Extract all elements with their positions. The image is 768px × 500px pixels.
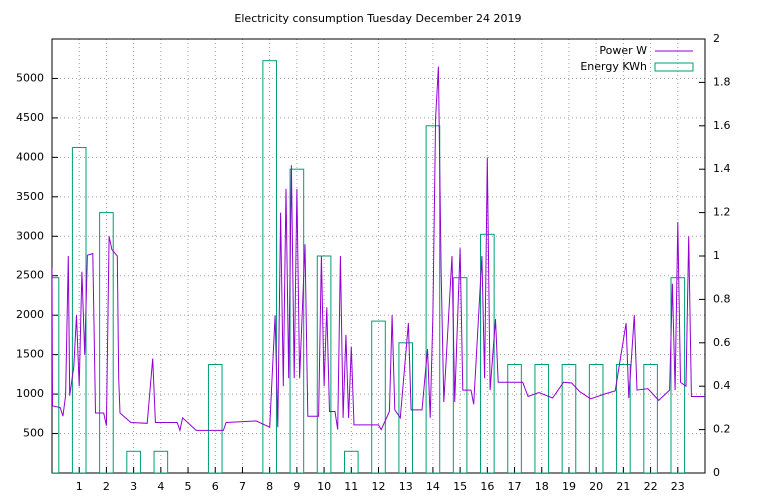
y-tick-label: 5000 [16, 71, 44, 84]
x-tick-label: 15 [453, 480, 467, 493]
x-tick-label: 17 [508, 480, 522, 493]
chart-title: Electricity consumption Tuesday December… [234, 12, 521, 25]
energy-box [99, 212, 114, 473]
energy-box [588, 364, 604, 473]
plot-area [52, 60, 705, 473]
energy-box [398, 342, 414, 473]
y2-tick-label: 1 [713, 249, 720, 262]
y2-tick-label: 0 [713, 466, 720, 479]
y2-tick-label: 1.6 [713, 119, 731, 132]
y-tick-label: 500 [23, 427, 44, 440]
x-tick-label: 6 [212, 480, 219, 493]
x-tick-label: 8 [266, 480, 273, 493]
y2-tick-label: 2 [713, 32, 720, 45]
energy-box [316, 255, 332, 473]
y2-tick-label: 0.4 [713, 379, 731, 392]
energy-box [153, 450, 169, 473]
x-tick-label: 13 [399, 480, 413, 493]
energy-box [289, 168, 305, 473]
energy-box [616, 364, 631, 473]
energy-box [262, 60, 277, 473]
y-tick-label: 1000 [16, 387, 44, 400]
energy-box [425, 125, 441, 473]
x-tick-label: 14 [426, 480, 440, 493]
legend-label: Power W [599, 44, 647, 57]
x-tick-label: 16 [480, 480, 494, 493]
legend-swatch [654, 62, 694, 72]
y-tick-label: 2000 [16, 308, 44, 321]
energy-box [643, 364, 658, 473]
x-tick-label: 12 [372, 480, 386, 493]
energy-box [452, 277, 468, 473]
x-tick-label: 4 [157, 480, 164, 493]
x-tick-label: 10 [317, 480, 331, 493]
y-tick-label: 4500 [16, 111, 44, 124]
x-tick-label: 9 [293, 480, 300, 493]
x-tick-label: 5 [185, 480, 192, 493]
x-tick-label: 23 [671, 480, 685, 493]
x-tick-label: 20 [589, 480, 603, 493]
y-tick-label: 4000 [16, 150, 44, 163]
energy-box [371, 320, 386, 473]
energy-box [534, 364, 550, 473]
energy-box [343, 450, 359, 473]
y2-tick-label: 1.2 [713, 206, 731, 219]
energy-box [670, 277, 686, 473]
y-tick-label: 3000 [16, 229, 44, 242]
y2-tick-label: 1.8 [713, 75, 731, 88]
y-tick-label: 3500 [16, 190, 44, 203]
x-tick-label: 3 [130, 480, 137, 493]
y-tick-label: 1500 [16, 348, 44, 361]
y2-tick-label: 0.6 [713, 336, 731, 349]
legend-label: Energy KWh [580, 60, 647, 73]
energy-box [480, 233, 495, 473]
x-tick-label: 7 [239, 480, 246, 493]
energy-box [71, 147, 87, 473]
energy-box [126, 450, 141, 473]
y2-tick-label: 0.2 [713, 423, 731, 436]
y2-tick-label: 0.8 [713, 292, 731, 305]
x-tick-label: 19 [562, 480, 576, 493]
x-tick-label: 1 [76, 480, 83, 493]
y2-tick-label: 1.4 [713, 162, 731, 175]
x-tick-label: 18 [535, 480, 549, 493]
x-tick-label: 2 [103, 480, 110, 493]
x-tick-label: 22 [644, 480, 658, 493]
y-tick-label: 2500 [16, 269, 44, 282]
energy-box [207, 364, 223, 473]
energy-box [561, 364, 577, 473]
x-tick-label: 21 [616, 480, 630, 493]
x-tick-label: 11 [344, 480, 358, 493]
power-line [52, 66, 705, 433]
energy-box [507, 364, 522, 473]
